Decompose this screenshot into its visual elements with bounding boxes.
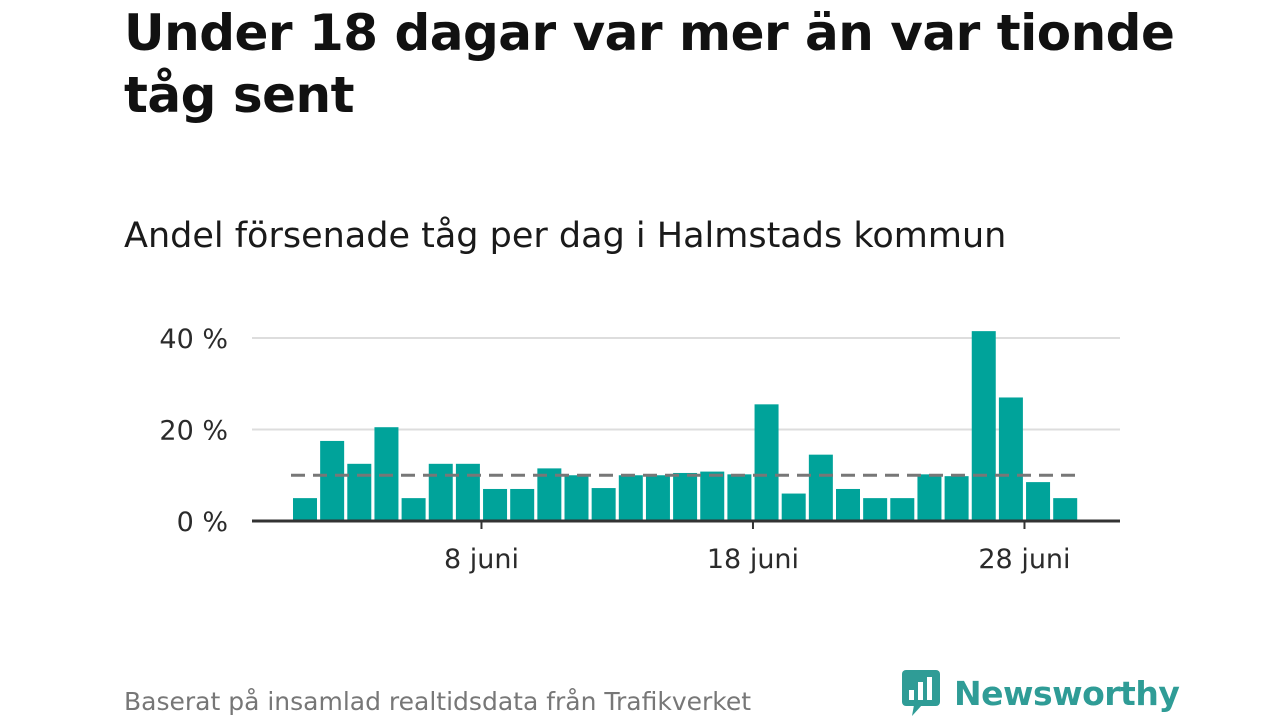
x-tick-label: 28 juni xyxy=(978,544,1070,575)
newsworthy-logo-icon xyxy=(902,670,940,716)
bar xyxy=(455,463,480,521)
bar xyxy=(564,475,589,521)
bar xyxy=(998,397,1023,521)
bars xyxy=(293,331,1078,521)
axes: 0 % 20 % 40 % 8 juni 18 juni 28 juni xyxy=(159,324,1120,575)
chart-title: Under 18 dagar var mer än var tionde tåg… xyxy=(124,4,1175,124)
bar xyxy=(836,488,860,521)
x-tick-label: 8 juni xyxy=(444,544,519,575)
x-tick-label: 18 juni xyxy=(707,544,799,575)
bar xyxy=(863,498,888,521)
bar xyxy=(917,474,942,521)
bar xyxy=(1026,482,1051,521)
bar xyxy=(347,463,372,521)
bar xyxy=(890,498,915,521)
y-tick-label: 40 % xyxy=(159,324,228,355)
source-note: Baserat på insamlad realtidsdata från Tr… xyxy=(124,687,752,716)
bar xyxy=(293,498,317,521)
bar xyxy=(320,440,345,521)
bar xyxy=(510,488,535,521)
bar xyxy=(971,331,996,521)
bar xyxy=(944,476,969,521)
chart-subtitle: Andel försenade tåg per dag i Halmstads … xyxy=(124,216,1007,256)
bar xyxy=(673,472,698,521)
bar xyxy=(1053,498,1078,521)
bar xyxy=(808,454,833,521)
brand-name: Newsworthy xyxy=(954,673,1180,713)
bar xyxy=(727,474,752,521)
bar xyxy=(781,493,806,521)
bar xyxy=(645,475,670,521)
brand-logo: Newsworthy xyxy=(900,668,1180,718)
bar xyxy=(700,471,725,521)
bar xyxy=(428,463,453,521)
bar xyxy=(591,488,616,521)
bar xyxy=(401,498,426,521)
bar xyxy=(483,488,508,521)
bar xyxy=(537,468,562,521)
bar xyxy=(618,475,643,521)
bar xyxy=(754,404,779,521)
y-tick-label: 0 % xyxy=(177,507,228,538)
bar-chart: 0 % 20 % 40 % 8 juni 18 juni 28 juni xyxy=(159,324,1120,575)
y-tick-label: 20 % xyxy=(159,416,228,447)
